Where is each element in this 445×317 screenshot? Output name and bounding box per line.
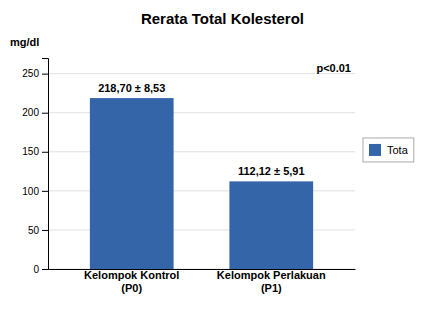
tick-label: Kelompok Perlakuan(P1) bbox=[217, 269, 326, 294]
legend: Tota bbox=[363, 138, 414, 162]
tick: 0 bbox=[33, 264, 48, 275]
tick-mark bbox=[42, 269, 48, 270]
data-labels: 218,70 ± 8,53 112,12 ± 5,91 bbox=[98, 82, 304, 177]
data-label: 218,70 ± 8,53 bbox=[98, 82, 165, 94]
tick-mark bbox=[42, 74, 48, 75]
tick: 250 bbox=[22, 68, 48, 79]
chart: 050100150200250Kelompok Kontrol(P0)Kelom… bbox=[0, 0, 445, 317]
tick-label: 200 bbox=[22, 107, 39, 118]
tick-label: 150 bbox=[22, 146, 39, 157]
tick-label: 250 bbox=[22, 68, 39, 79]
tick: Kelompok Kontrol(P0) bbox=[84, 269, 179, 294]
tick: 200 bbox=[22, 107, 48, 118]
legend-item: Tota bbox=[369, 144, 409, 156]
legend-label: Tota bbox=[387, 144, 409, 156]
tick-mark bbox=[42, 113, 48, 114]
tick: 150 bbox=[22, 146, 48, 157]
bars bbox=[90, 98, 313, 269]
grid bbox=[48, 74, 355, 269]
y-axis-title: mg/dl bbox=[10, 36, 39, 48]
data-label: 112,12 ± 5,91 bbox=[238, 165, 305, 177]
legend-frame bbox=[363, 138, 414, 162]
tick-mark bbox=[42, 191, 48, 192]
tick: Kelompok Perlakuan(P1) bbox=[217, 269, 326, 294]
tick-mark bbox=[42, 152, 48, 153]
tick-label: 0 bbox=[33, 264, 39, 275]
y-axis: 0 50 100 150 200 250 bbox=[22, 59, 48, 275]
axis-line bbox=[42, 59, 49, 270]
title: Rerata Total Kolesterol bbox=[141, 10, 304, 27]
tick-label: 100 bbox=[22, 186, 39, 197]
tick-mark bbox=[42, 230, 48, 231]
tick: 100 bbox=[22, 186, 48, 197]
tick: 50 bbox=[28, 225, 48, 236]
tick-label: Kelompok Kontrol(P0) bbox=[84, 269, 179, 294]
bar bbox=[229, 181, 313, 269]
grid-line bbox=[48, 73, 355, 74]
legend-swatch bbox=[369, 144, 381, 156]
x-axis: Kelompok Kontrol(P0) Kelompok Perlakuan(P… bbox=[49, 269, 356, 294]
tick-label: 50 bbox=[28, 225, 40, 236]
bar bbox=[90, 98, 174, 269]
annotation: p<0.01 bbox=[316, 62, 351, 74]
